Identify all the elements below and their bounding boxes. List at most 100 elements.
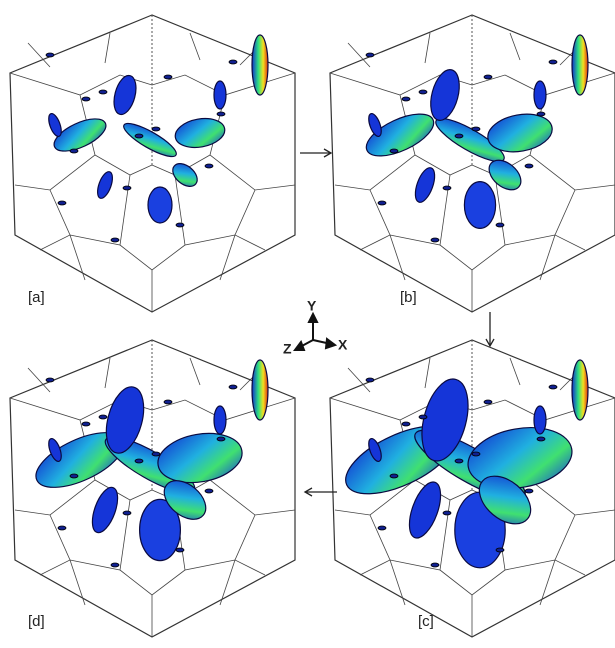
interface-fragment [123,186,131,190]
cube [10,340,295,637]
grain-boundary [510,358,520,385]
interface-fragment [135,134,143,138]
axis-label-x: X [338,337,348,353]
interface-fragment [46,53,54,57]
interface [95,170,116,200]
interface-fragment [82,97,90,101]
grain-boundary [555,515,585,575]
interface-fragment [46,378,54,382]
interface [572,35,588,95]
grain-boundary [390,560,405,605]
grain-boundary [105,358,110,388]
axis-label-y: Y [307,298,317,314]
interface-fragment [419,90,427,94]
interface [214,81,226,109]
grain-boundary [105,33,110,63]
interface [168,159,201,191]
interface-fragment [455,459,463,463]
interface-fragment [549,60,557,64]
grain-boundary [360,190,390,250]
interface-fragment [135,459,143,463]
grain-boundary [390,235,405,280]
interface-fragment [484,75,492,79]
axis-label-z: Z [283,341,292,357]
interface-fragment [378,201,386,205]
panel-label: [b] [400,289,417,306]
interface [120,118,180,162]
interface-fragment [111,563,119,567]
axis-triad [295,314,335,350]
grain-boundary [70,235,85,280]
interface [252,360,268,420]
interface-fragment [419,415,427,419]
cube [330,340,615,637]
interface [464,182,495,229]
grain-boundary [220,560,235,605]
grain-boundary [235,190,265,250]
grain-boundary [190,358,200,385]
interface-fragment [152,452,160,456]
interface-fragment [525,164,533,168]
interface [148,187,172,223]
grain-boundary [40,190,70,250]
interface [403,478,447,542]
interface-fragment [366,53,374,57]
grain-boundary [40,515,70,575]
interface-fragment [164,400,172,404]
interface-fragment [58,201,66,205]
interface-fragment [205,489,213,493]
interface-fragment [402,97,410,101]
interface-fragment [537,437,545,441]
interface [534,406,546,434]
interface-fragment [443,186,451,190]
interface-fragment [549,385,557,389]
interface-fragment [82,422,90,426]
grain-boundary [425,33,430,63]
interface [426,67,465,124]
interface-fragment [472,127,480,131]
grain-boundary [425,358,430,388]
interface-fragment [229,385,237,389]
grain-boundary [555,190,585,250]
cube [330,15,615,312]
interface-fragment [431,238,439,242]
interface-fragment [70,149,78,153]
interface-fragment [390,474,398,478]
grain-boundary [95,155,152,175]
figure: Y X Z [a] [b] [c] [d] [0,0,615,648]
interface [411,165,438,205]
interface-fragment [472,452,480,456]
interface-fragment [99,90,107,94]
interface-fragment [217,437,225,441]
interface-fragment [484,400,492,404]
interface [214,406,226,434]
interface-fragment [537,112,545,116]
grain-boundary [440,570,505,595]
interface-fragment [443,511,451,515]
interface-fragment [176,548,184,552]
interface-fragment [164,75,172,79]
grain-boundary [190,33,200,60]
interface-fragment [525,489,533,493]
interface-fragment [496,548,504,552]
grain-boundary [220,235,235,280]
interface-fragment [366,378,374,382]
interface [366,112,384,138]
interface-fragment [152,127,160,131]
grain-boundary [540,235,555,280]
interface-fragment [431,563,439,567]
panel-label: [c] [418,613,434,630]
interface-fragment [378,526,386,530]
interface [252,35,268,95]
interface [534,81,546,109]
grain-boundary [70,560,85,605]
interface-fragment [455,134,463,138]
interface-fragment [123,511,131,515]
interface-fragment [111,238,119,242]
interface-fragment [176,223,184,227]
cube [10,15,295,312]
panel-label: [d] [28,613,45,630]
grain-boundary [235,515,265,575]
panel-label: [a] [28,289,45,306]
interface-fragment [58,526,66,530]
